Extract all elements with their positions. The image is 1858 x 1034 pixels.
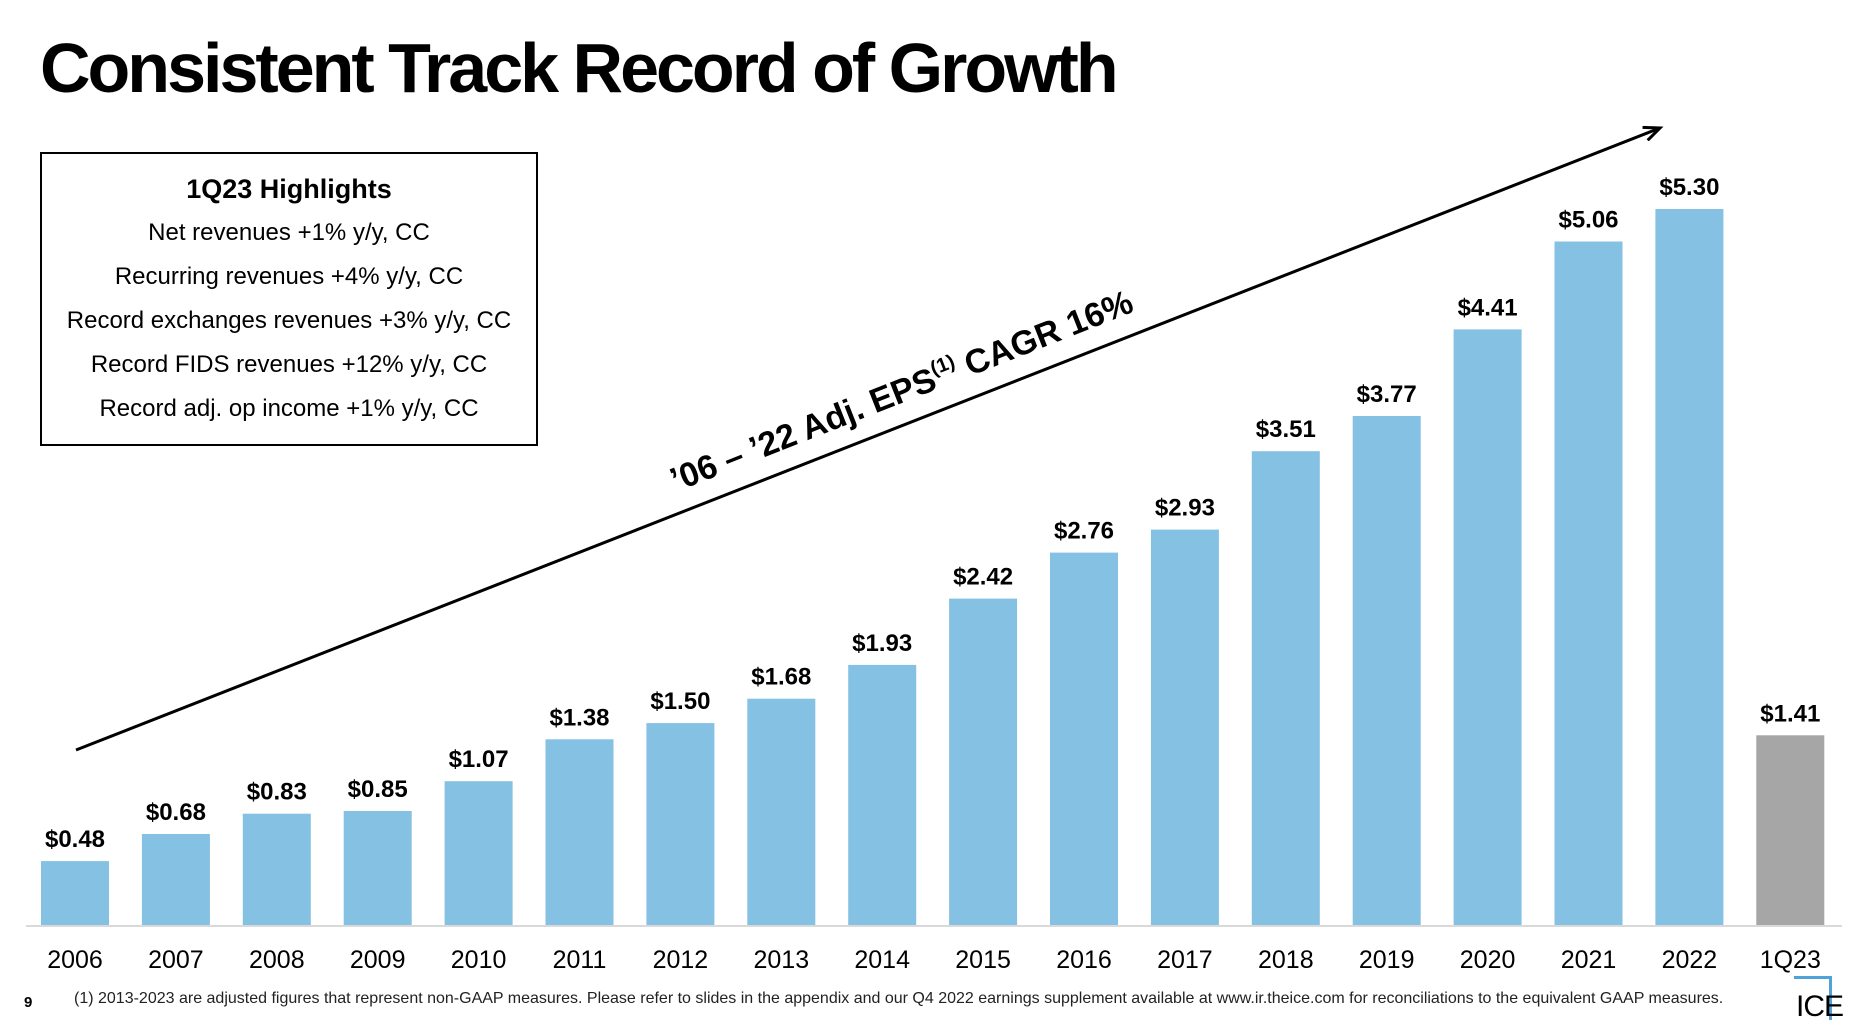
- value-label: $2.93: [1155, 495, 1215, 522]
- bar-2017: [1150, 529, 1219, 926]
- value-label: $1.38: [549, 704, 609, 731]
- cagr-main: ’06 – ’22 Adj. EPS: [665, 361, 942, 500]
- highlights-box: 1Q23 Highlights Net revenues +1% y/y, CC…: [40, 152, 538, 446]
- bar-2016: [1050, 552, 1118, 926]
- cagr-annotation: ’06 – ’22 Adj. EPS(1) CAGR 16%: [665, 282, 1139, 499]
- highlight-item: Record adj. op income +1% y/y, CC: [99, 395, 479, 422]
- bar-2013: [747, 698, 816, 926]
- value-label: $1.68: [751, 664, 811, 691]
- footnote: (1) 2013-2023 are adjusted figures that …: [74, 990, 1724, 1007]
- bars-group: $0.48 2006 $0.68 2007 $0.83 2008 $0.85 2009 $1.0…: [41, 174, 1825, 974]
- bar-2015: [949, 598, 1018, 926]
- value-label: $2.42: [953, 564, 1013, 591]
- bar-2021: [1554, 241, 1623, 926]
- category-label: 2021: [1561, 946, 1617, 974]
- logo-text: ICE: [1796, 990, 1844, 1023]
- bar-2020: [1453, 329, 1522, 926]
- bar-2006: [41, 861, 109, 926]
- value-label: $0.83: [247, 779, 307, 806]
- bar-2009: [343, 811, 412, 926]
- highlight-item: Record FIDS revenues +12% y/y, CC: [90, 351, 488, 378]
- category-label: 2008: [249, 946, 305, 974]
- bar-2011: [545, 739, 614, 926]
- bar-2019: [1352, 416, 1421, 926]
- bar-2022: [1655, 209, 1724, 926]
- category-label: 2014: [854, 946, 910, 974]
- logo-frame: [1794, 976, 1832, 1020]
- value-label: $1.41: [1760, 700, 1820, 727]
- bar-2008: [242, 813, 311, 926]
- category-label: 2010: [451, 946, 507, 974]
- highlight-item: Net revenues +1% y/y, CC: [148, 219, 430, 246]
- bar-2012: [646, 723, 715, 926]
- category-label: 2019: [1359, 946, 1415, 974]
- category-label: 2011: [553, 946, 607, 974]
- highlight-item: Recurring revenues +4% y/y, CC: [114, 263, 464, 290]
- category-label: 1Q23: [1760, 946, 1821, 974]
- category-label: 2020: [1460, 946, 1516, 974]
- bar-1Q23: [1756, 735, 1825, 926]
- page-title: Consistent Track Record of Growth: [40, 29, 1119, 107]
- value-label: $1.50: [650, 688, 710, 715]
- category-label: 2012: [653, 946, 709, 974]
- value-label: $0.85: [348, 776, 408, 803]
- value-label: $5.06: [1558, 207, 1618, 234]
- value-label: $0.68: [146, 799, 206, 826]
- category-label: 2016: [1056, 946, 1112, 974]
- category-label: 2006: [47, 946, 103, 974]
- page-number: 9: [24, 994, 33, 1011]
- value-label: $1.93: [852, 630, 912, 657]
- category-label: 2022: [1662, 946, 1718, 974]
- value-label: $5.30: [1659, 174, 1719, 201]
- ice-logo-icon: ICE: [1790, 976, 1844, 1024]
- bar-2018: [1251, 451, 1320, 926]
- value-label: $3.51: [1256, 416, 1316, 443]
- value-label: $2.76: [1054, 518, 1114, 545]
- bar-2007: [141, 834, 210, 926]
- highlights-list: Net revenues +1% y/y, CC Recurring reven…: [42, 211, 536, 431]
- value-label: $0.48: [45, 826, 105, 853]
- bar-2014: [848, 664, 917, 926]
- category-label: 2009: [350, 946, 406, 974]
- value-label: $4.41: [1458, 294, 1518, 321]
- category-label: 2018: [1258, 946, 1314, 974]
- value-label: $1.07: [449, 746, 509, 773]
- bar-2010: [444, 781, 513, 926]
- category-label: 2007: [148, 946, 204, 974]
- highlights-title: 1Q23 Highlights: [186, 174, 392, 204]
- category-label: 2015: [955, 946, 1011, 974]
- category-label: 2017: [1157, 946, 1213, 974]
- highlight-item: Record exchanges revenues +3% y/y, CC: [66, 307, 512, 334]
- category-label: 2013: [753, 946, 809, 974]
- trend-arrow: [75, 128, 1660, 752]
- cagr-tail: CAGR 16%: [950, 283, 1138, 387]
- value-label: $3.77: [1357, 381, 1417, 408]
